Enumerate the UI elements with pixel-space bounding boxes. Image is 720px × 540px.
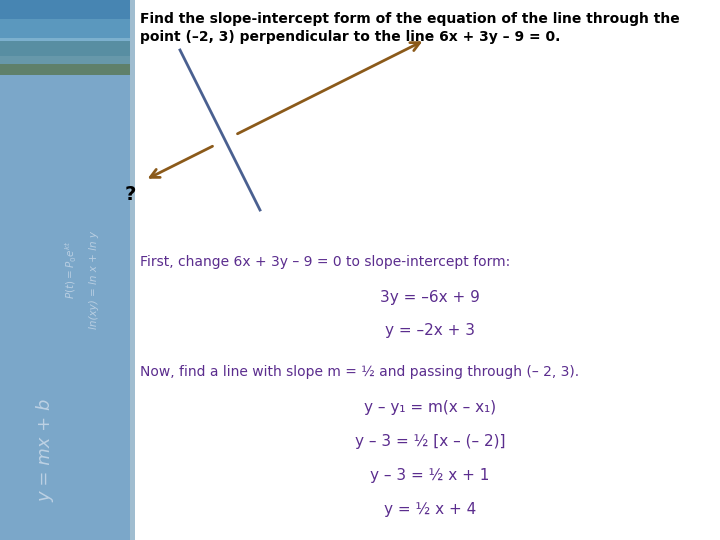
- Text: 3y = –6x + 9: 3y = –6x + 9: [380, 290, 480, 305]
- Bar: [0, 37, 130, 56]
- Text: ?: ?: [125, 186, 135, 205]
- Bar: [0, 56, 130, 75]
- Bar: [0, 19, 130, 37]
- Bar: [0, 41, 130, 75]
- Text: y = –2x + 3: y = –2x + 3: [385, 323, 475, 338]
- Text: y = mx + b: y = mx + b: [37, 399, 55, 502]
- Text: y – 3 = ½ x + 1: y – 3 = ½ x + 1: [370, 468, 490, 483]
- Text: $P(t) = P_0 e^{kt}$: $P(t) = P_0 e^{kt}$: [64, 241, 79, 299]
- Text: Now, find a line with slope m = ½ and passing through (– 2, 3).: Now, find a line with slope m = ½ and pa…: [140, 365, 579, 379]
- Text: Find the slope-intercept form of the equation of the line through the: Find the slope-intercept form of the equ…: [140, 12, 680, 26]
- Text: ln(xy) = ln x + ln y: ln(xy) = ln x + ln y: [89, 231, 99, 329]
- Bar: [0, 0, 130, 19]
- Text: y – y₁ = m(x – x₁): y – y₁ = m(x – x₁): [364, 400, 496, 415]
- Bar: [130, 0, 135, 540]
- Text: point (–2, 3) perpendicular to the line 6x + 3y – 9 = 0.: point (–2, 3) perpendicular to the line …: [140, 30, 560, 44]
- Text: y = ½ x + 4: y = ½ x + 4: [384, 502, 476, 517]
- Bar: [0, 0, 130, 75]
- Bar: [0, 0, 130, 540]
- Bar: [0, 64, 130, 75]
- Text: y – 3 = ½ [x – (– 2)]: y – 3 = ½ [x – (– 2)]: [355, 434, 505, 449]
- Text: First, change 6x + 3y – 9 = 0 to slope-intercept form:: First, change 6x + 3y – 9 = 0 to slope-i…: [140, 255, 510, 269]
